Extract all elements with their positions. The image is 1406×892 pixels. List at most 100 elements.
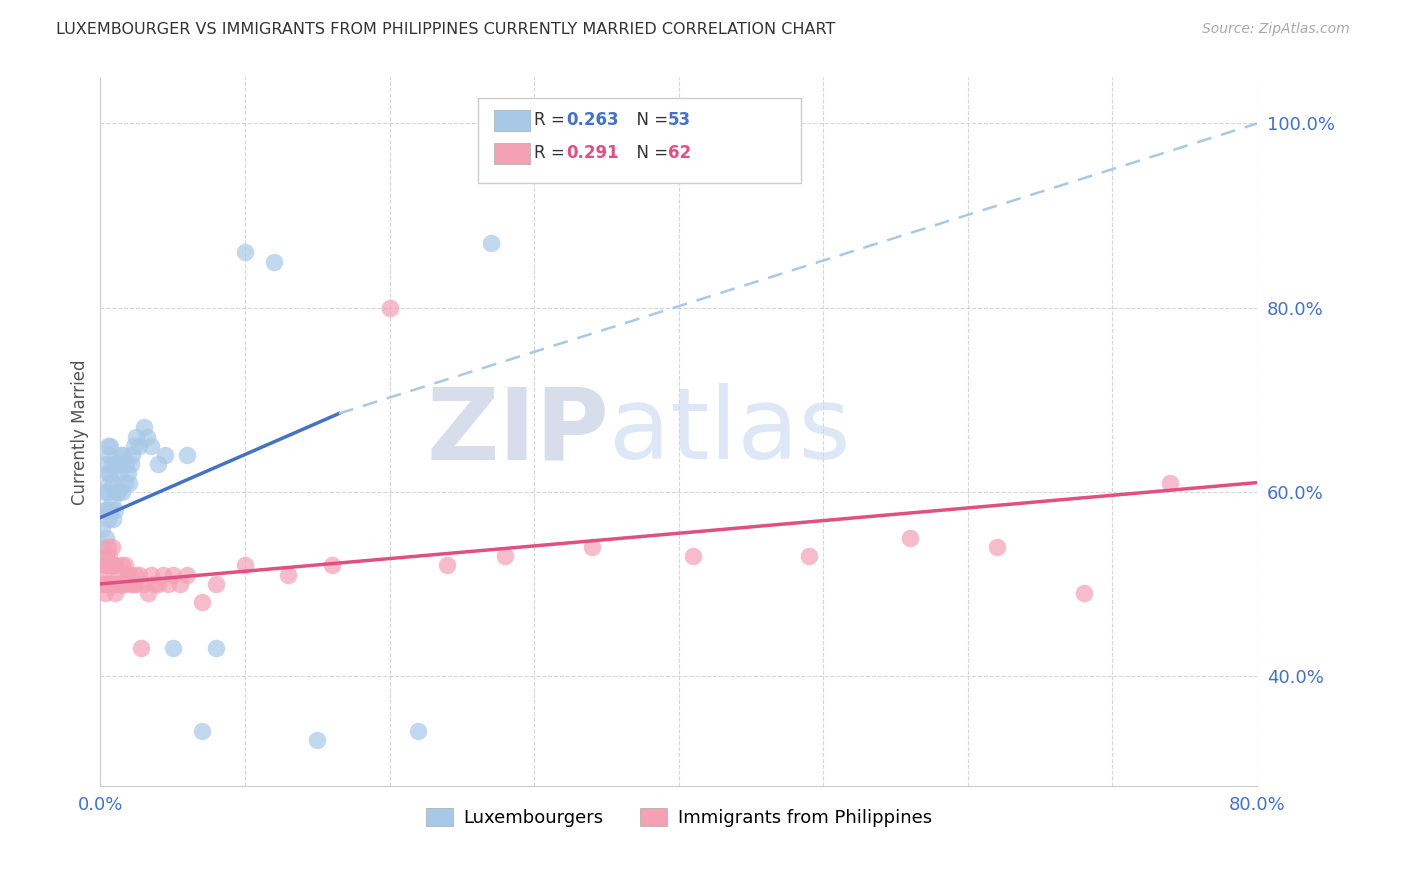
Point	[91, 567, 114, 582]
Point	[93, 558, 115, 573]
Point	[112, 577, 135, 591]
Text: 0.263: 0.263	[567, 112, 619, 129]
Point	[128, 439, 150, 453]
Point	[103, 577, 125, 591]
Point	[103, 512, 125, 526]
Point	[162, 641, 184, 656]
Point	[277, 567, 299, 582]
Point	[494, 549, 516, 564]
Point	[97, 540, 120, 554]
Point	[94, 531, 117, 545]
Point	[98, 475, 121, 490]
Point	[97, 512, 120, 526]
Point	[797, 549, 820, 564]
Point	[100, 467, 122, 481]
Point	[111, 484, 134, 499]
Text: 53: 53	[668, 112, 690, 129]
Point	[263, 254, 285, 268]
Point	[124, 567, 146, 582]
Point	[121, 577, 143, 591]
Text: R =: R =	[534, 145, 571, 162]
Point	[97, 439, 120, 453]
Point	[90, 522, 112, 536]
Point	[125, 577, 148, 591]
Point	[100, 439, 122, 453]
Point	[101, 558, 124, 573]
Point	[104, 457, 127, 471]
Point	[105, 577, 128, 591]
Point	[110, 577, 132, 591]
Point	[132, 577, 155, 591]
Point	[152, 567, 174, 582]
Point	[135, 429, 157, 443]
Text: N =: N =	[626, 145, 673, 162]
Point	[190, 724, 212, 739]
Point	[101, 540, 124, 554]
Point	[1073, 586, 1095, 600]
Text: N =: N =	[626, 112, 673, 129]
Text: atlas: atlas	[609, 384, 851, 481]
Text: Source: ZipAtlas.com: Source: ZipAtlas.com	[1202, 22, 1350, 37]
Point	[107, 577, 129, 591]
Point	[142, 577, 165, 591]
Point	[101, 494, 124, 508]
Point	[107, 484, 129, 499]
Point	[1159, 475, 1181, 490]
Point	[111, 577, 134, 591]
Point	[97, 484, 120, 499]
Point	[107, 457, 129, 471]
Point	[139, 439, 162, 453]
Point	[479, 236, 502, 251]
Point	[93, 484, 115, 499]
Y-axis label: Currently Married: Currently Married	[72, 359, 89, 505]
Point	[97, 577, 120, 591]
Text: 62: 62	[668, 145, 690, 162]
Point	[118, 567, 141, 582]
Point	[162, 567, 184, 582]
Point	[378, 301, 401, 315]
Text: LUXEMBOURGER VS IMMIGRANTS FROM PHILIPPINES CURRENTLY MARRIED CORRELATION CHART: LUXEMBOURGER VS IMMIGRANTS FROM PHILIPPI…	[56, 22, 835, 37]
Legend: Luxembourgers, Immigrants from Philippines: Luxembourgers, Immigrants from Philippin…	[419, 800, 939, 834]
Text: ZIP: ZIP	[426, 384, 609, 481]
Point	[103, 475, 125, 490]
Point	[103, 558, 125, 573]
Point	[205, 577, 228, 591]
Point	[321, 558, 343, 573]
Point	[125, 429, 148, 443]
Point	[115, 457, 138, 471]
Text: R =: R =	[534, 112, 571, 129]
Point	[97, 558, 120, 573]
Point	[111, 558, 134, 573]
Point	[112, 448, 135, 462]
Point	[176, 567, 198, 582]
Point	[108, 567, 131, 582]
Point	[129, 641, 152, 656]
Point	[148, 457, 170, 471]
Point	[114, 558, 136, 573]
Point	[110, 448, 132, 462]
Point	[97, 467, 120, 481]
Point	[148, 577, 170, 591]
Point	[122, 577, 145, 591]
Point	[93, 503, 115, 517]
Point	[136, 586, 159, 600]
Point	[94, 457, 117, 471]
Point	[108, 467, 131, 481]
Point	[101, 577, 124, 591]
Point	[155, 448, 177, 462]
Point	[436, 558, 458, 573]
Point	[100, 558, 122, 573]
Point	[104, 586, 127, 600]
Point	[98, 549, 121, 564]
Point	[132, 420, 155, 434]
Point	[104, 503, 127, 517]
Point	[115, 577, 138, 591]
Point	[408, 724, 430, 739]
Point	[100, 503, 122, 517]
Point	[90, 577, 112, 591]
Point	[117, 567, 139, 582]
Point	[94, 503, 117, 517]
Point	[118, 475, 141, 490]
Point	[176, 448, 198, 462]
Point	[169, 577, 191, 591]
